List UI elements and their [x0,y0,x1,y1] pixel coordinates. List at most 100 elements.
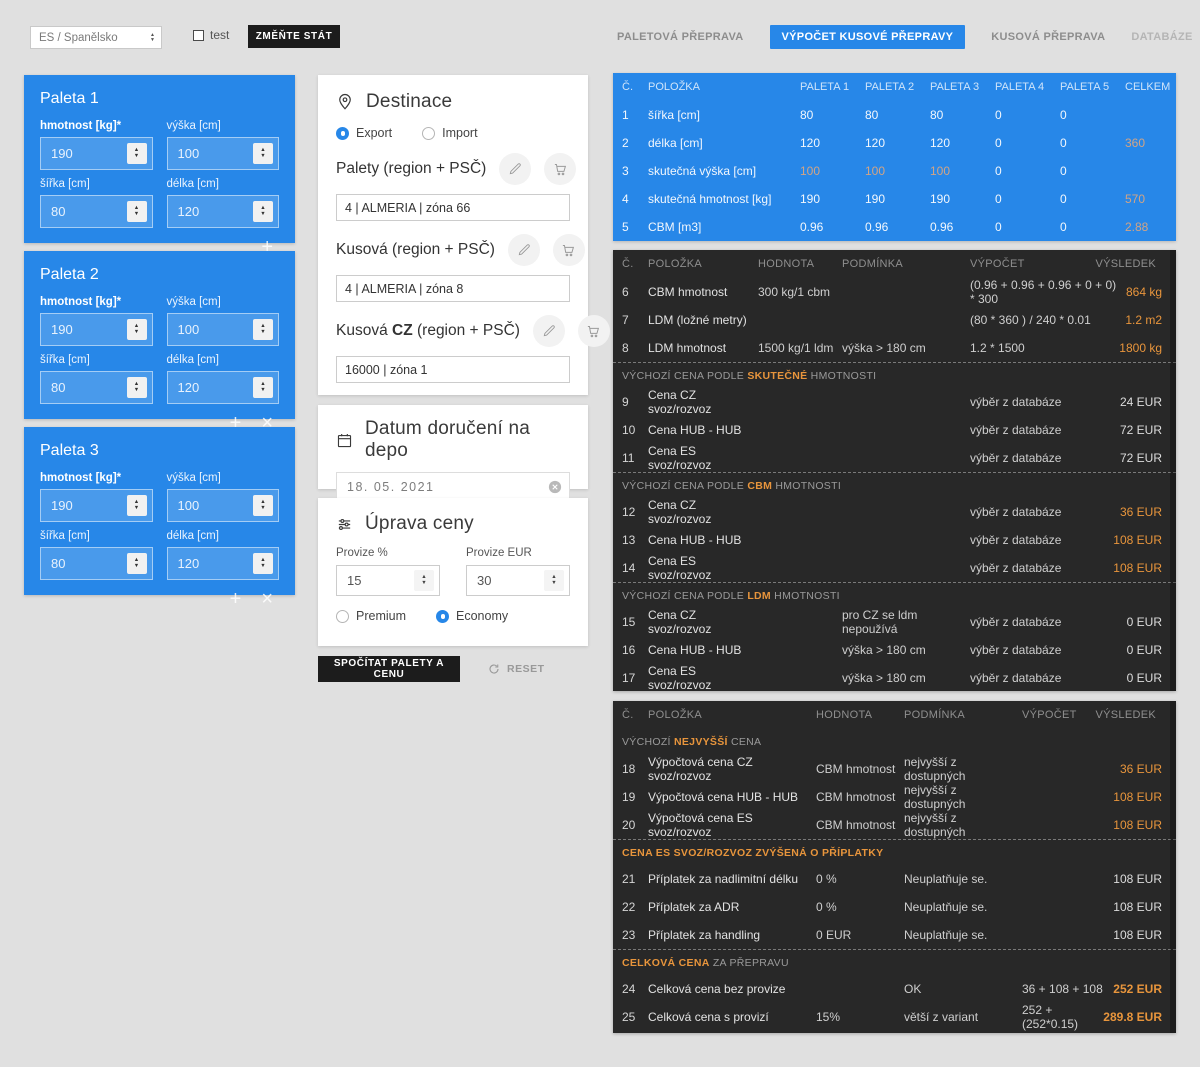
number-stepper[interactable]: ▲ ▼ [253,377,273,398]
number-stepper[interactable]: ▲ ▼ [253,495,273,516]
delka-input[interactable]: ▲▼ [166,371,279,404]
number-stepper[interactable]: ▲ ▼ [126,377,147,398]
edit-icon[interactable] [499,153,532,185]
clear-date-icon[interactable] [548,480,562,494]
cell-value: 100 [865,164,886,178]
number-stepper[interactable]: ▲ ▼ [253,319,273,340]
cell-number: 5 [622,220,629,234]
radio-premium-control[interactable] [336,609,349,623]
number-stepper[interactable]: ▲ ▼ [253,201,273,222]
hmotnost-label: hmotnost [kg]* [40,472,122,484]
cell-hodnota: CBM hmotnost [816,762,896,776]
cell-vysledek: 108 EUR [1113,900,1162,914]
cell-number: 15 [622,615,636,629]
cell-podminka: výška > 180 cm [842,643,926,657]
paleta-title: Paleta 3 [40,442,99,459]
cart-icon[interactable] [577,315,610,347]
radio-import[interactable]: Import [422,126,478,140]
number-stepper[interactable]: ▲ ▼ [126,319,147,340]
hmotnost-input[interactable]: ▲▼ [40,313,153,346]
cell-podminka: výška > 180 cm [842,341,926,355]
number-stepper[interactable]: ▲ ▼ [126,495,147,516]
table-row: 25 Celková cena s provizí 15% větší z varia… [613,1003,1176,1031]
delka-input[interactable]: ▲▼ [166,547,279,580]
table-row: 13 Cena HUB - HUB výběr z databáze 108 EUR [613,526,1176,554]
header-cell: HODNOTA [816,709,873,721]
test-checkbox-wrap[interactable]: test [193,28,229,42]
provize-eur-input[interactable]: ▲▼ [466,565,570,596]
calculate-button[interactable]: SPOČÍTAT PALETY A CENU [318,656,460,682]
cell-polozka: Cena ES svoz/rozvoz [648,554,712,582]
country-select[interactable]: ES / Španělsko ▲ ▼ [30,26,162,49]
edit-icon[interactable] [532,315,565,347]
add-paleta-icon[interactable]: + [229,588,242,610]
number-stepper[interactable]: ▲ ▼ [126,201,147,222]
cell-value: 190 [800,192,821,206]
cell-hodnota: 1500 kg/1 ldm [758,341,834,355]
tab-kusova-preprava[interactable]: KUSOVÁ PŘEPRAVA [991,30,1106,43]
cell-value: 0.96 [930,220,954,234]
add-paleta-icon[interactable]: + [229,412,242,434]
remove-paleta-icon[interactable]: × [261,412,273,434]
radio-import-control[interactable] [422,126,436,140]
cell-number: 13 [622,533,636,547]
header-cell: POLOŽKA [648,81,700,93]
delka-input[interactable]: ▲▼ [166,195,279,228]
reset-button[interactable]: RESET [488,663,545,675]
change-state-button[interactable]: ZMĚŇTE STÁT [248,25,340,48]
cell-number: 17 [622,671,636,685]
radio-export[interactable]: Export [336,126,392,140]
hmotnost-input[interactable]: ▲▼ [40,489,153,522]
radio-export-control[interactable] [336,126,349,140]
number-stepper[interactable]: ▲ ▼ [126,553,147,574]
cell-vypocet: (0.96 + 0.96 + 0.96 + 0 + 0) * 300 [970,278,1117,306]
cell-value: 190 [930,192,951,206]
kusova-cz-region-input[interactable] [336,356,570,383]
cell-polozka: LDM (ložné metry) [648,313,747,327]
radio-economy-control[interactable] [436,609,450,623]
cell-vysledek: 108 EUR [1113,561,1162,575]
palety-region-input[interactable] [336,194,570,221]
cell-vypocet: výběr z databáze [970,643,1062,657]
cell-polozka: Příplatek za handling [648,928,761,942]
table-row: 1 šířka [cm] 80 80 80 0 0 [613,101,1176,129]
cell-vypocet: (80 * 360 ) / 240 * 0.01 [970,313,1091,327]
hmotnost-input[interactable]: ▲▼ [40,137,153,170]
cell-vysledek: 108 EUR [1113,928,1162,942]
cart-icon[interactable] [544,153,577,185]
add-paleta-icon[interactable]: + [261,236,273,258]
cell-vysledek: 36 EUR [1119,505,1162,519]
table-row: 10 Cena HUB - HUB výběr z databáze 72 EUR [613,416,1176,444]
cart-icon[interactable] [552,234,585,266]
paleta-title: Paleta 1 [40,90,99,107]
date-input[interactable] [336,472,570,502]
cell-value: 0 [1060,164,1067,178]
cell-vysledek: 108 EUR [1113,790,1162,804]
kusova-region-input[interactable] [336,275,570,302]
sirka-input[interactable]: ▲▼ [40,547,153,580]
test-checkbox[interactable] [193,29,204,41]
vyska-input[interactable]: ▲▼ [166,313,279,346]
edit-icon[interactable] [507,234,540,266]
vyska-input[interactable]: ▲▼ [166,137,279,170]
tab-databaze[interactable]: DATABÁZE [1131,30,1193,43]
number-stepper[interactable]: ▲ ▼ [253,553,273,574]
cell-vysledek: 24 EUR [1119,395,1162,409]
cell-number: 21 [622,872,636,886]
sirka-input[interactable]: ▲▼ [40,195,153,228]
number-stepper[interactable]: ▲ ▼ [414,570,434,591]
number-stepper[interactable]: ▲ ▼ [544,570,564,591]
tab-paletova-preprava[interactable]: PALETOVÁ PŘEPRAVA [617,30,744,43]
radio-economy[interactable]: Economy [436,609,508,623]
cell-number: 20 [622,818,636,832]
tab-vypocet-kusove-prepravy[interactable]: VÝPOČET KUSOVÉ PŘEPRAVY [769,24,966,49]
number-stepper[interactable]: ▲ ▼ [126,143,147,164]
sirka-input[interactable]: ▲▼ [40,371,153,404]
radio-premium[interactable]: Premium [336,609,406,623]
provize-pct-input[interactable]: ▲▼ [336,565,440,596]
vyska-input[interactable]: ▲▼ [166,489,279,522]
remove-paleta-icon[interactable]: × [261,588,273,610]
number-stepper[interactable]: ▲ ▼ [253,143,273,164]
section-row: VÝCHOZÍ NEJVYŠŠÍ CENA [613,729,1176,755]
test-checkbox-label: test [210,28,230,42]
